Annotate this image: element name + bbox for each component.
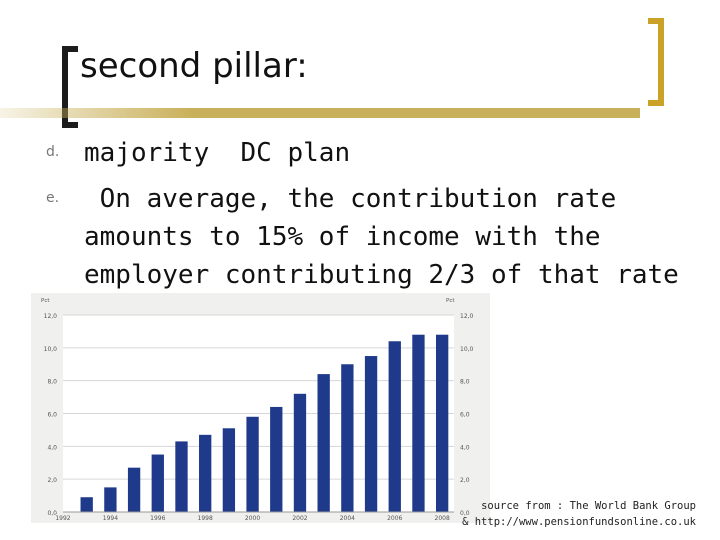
y-tick-label-left: 0,0 — [47, 510, 57, 517]
y-unit-right: Pct — [446, 298, 455, 304]
y-tick-label-left: 10,0 — [44, 346, 58, 353]
bullet-item: e. On average, the contribution rate amo… — [38, 180, 718, 294]
y-tick-label-right: 2,0 — [460, 477, 470, 484]
y-tick-label-left: 12,0 — [44, 313, 58, 320]
bar — [364, 356, 378, 512]
bar — [199, 434, 212, 512]
slide-title: second pillar: — [80, 46, 308, 86]
left-bracket-decoration — [62, 46, 78, 128]
bar — [175, 441, 188, 512]
y-tick-label-left: 4,0 — [47, 444, 57, 451]
x-tick-label: 2002 — [292, 515, 307, 522]
x-tick-label: 2006 — [387, 515, 402, 522]
y-tick-label-right: 12,0 — [460, 313, 474, 320]
y-tick-label-left: 6,0 — [47, 412, 57, 419]
y-unit-left: Pct — [41, 298, 50, 304]
bullet-text: majority DC plan — [84, 138, 351, 168]
bar — [293, 393, 307, 512]
x-tick-label: 2004 — [340, 515, 355, 522]
y-tick-label-right: 0,0 — [460, 510, 470, 517]
source-note: source from : The World Bank Group & htt… — [462, 498, 696, 530]
bullet-marker: d. — [46, 144, 60, 160]
bar — [104, 487, 117, 512]
bar-chart: 0,0 0,0 2,0 2,0 4,0 4,0 6,0 6,0 8,0 8,0 10,0 10,0 12… — [41, 298, 474, 522]
x-tick-label: 1998 — [198, 515, 213, 522]
bar — [246, 416, 259, 512]
bullet-text: On average, the contribution rate amount… — [84, 184, 679, 290]
y-tick-label-right: 6,0 — [460, 412, 470, 419]
bar — [151, 454, 164, 512]
bullet-list: d. majority DC plan e. On average, the c… — [38, 134, 718, 294]
bullet-marker: e. — [46, 190, 60, 206]
title-underline — [0, 108, 640, 118]
source-url: & http://www.pensionfundsonline.co.uk — [462, 516, 696, 528]
bar — [80, 497, 93, 512]
x-tick-label: 2000 — [245, 515, 260, 522]
source-line: source from : The World Bank Group — [481, 500, 696, 512]
bar — [270, 406, 283, 512]
y-tick-label-right: 10,0 — [460, 346, 474, 353]
right-bracket-decoration — [648, 18, 664, 106]
bar — [317, 374, 330, 512]
chart-panel: 0,0 0,0 2,0 2,0 4,0 4,0 6,0 6,0 8,0 8,0 10,0 10,0 12… — [31, 293, 490, 523]
y-tick-label-right: 8,0 — [460, 379, 470, 386]
bullet-item: d. majority DC plan — [38, 134, 718, 180]
bar — [388, 341, 401, 512]
bar — [127, 467, 141, 512]
y-tick-label-left: 2,0 — [47, 477, 57, 484]
x-tick-label: 1992 — [55, 515, 70, 522]
bar — [341, 364, 354, 512]
x-tick-label: 1996 — [150, 515, 165, 522]
y-tick-label-right: 4,0 — [460, 444, 470, 451]
x-tick-label: 2008 — [435, 515, 450, 522]
x-tick-label: 1994 — [103, 515, 118, 522]
bar — [222, 428, 236, 512]
y-tick-label-left: 8,0 — [47, 379, 57, 386]
bar — [435, 334, 449, 512]
bar — [412, 334, 425, 512]
